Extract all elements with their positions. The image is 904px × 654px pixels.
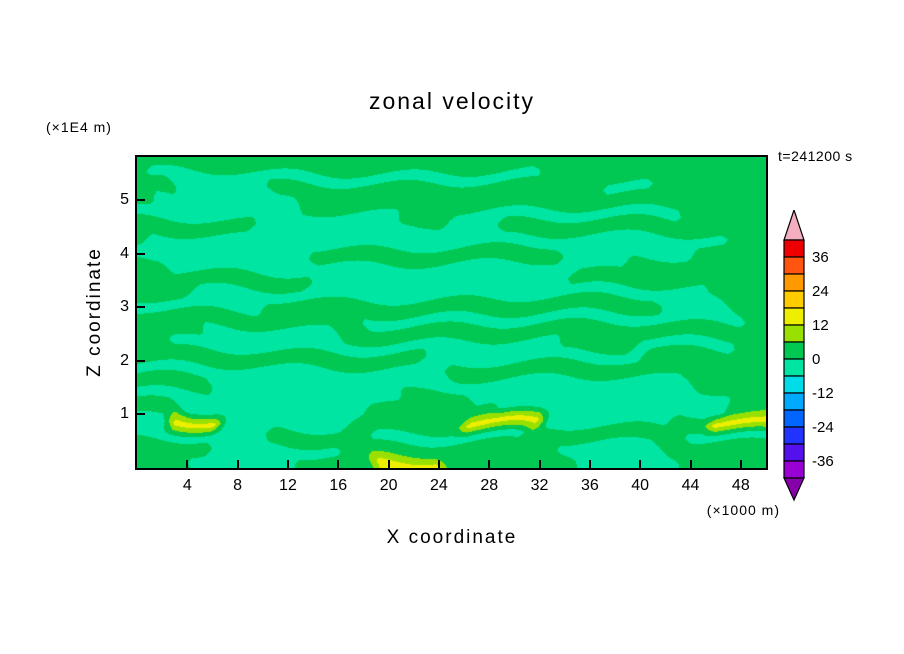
x-axis-unit-label: (×1000 m): [706, 502, 780, 518]
x-axis-tick-label: 32: [530, 477, 549, 494]
x-axis-tick: [588, 460, 591, 468]
x-axis-tick-label: 36: [580, 477, 599, 494]
x-axis-tick-label: 8: [233, 477, 243, 494]
colorbar-tick-label: 12: [812, 317, 829, 334]
z-axis-tick: [137, 306, 145, 309]
chart-title: zonal velocity: [368, 88, 536, 114]
colorbar-box: [783, 239, 805, 258]
x-axis-tick: [739, 460, 742, 468]
colorbar-box: [783, 443, 805, 462]
z-axis-tick-label: 3: [120, 298, 129, 316]
x-axis-tick-label: 40: [631, 477, 650, 494]
x-axis-tick-label: 48: [731, 477, 750, 494]
z-axis-tick-label: 4: [120, 244, 129, 262]
z-axis-tick: [137, 252, 145, 255]
colorbar-tick-label: 24: [812, 283, 829, 300]
x-axis-tick: [538, 460, 541, 468]
colorbar-tick-label: -24: [812, 419, 834, 436]
colorbar-box: [783, 375, 805, 394]
x-axis-title: X coordinate: [386, 527, 518, 548]
x-axis-tick-label: 44: [681, 477, 700, 494]
x-axis-tick: [488, 460, 491, 468]
x-axis-tick-label: 16: [329, 477, 348, 494]
colorbar-box: [783, 426, 805, 445]
colorbar: 36 24 12 0 -12 -24 -36: [783, 210, 834, 502]
x-axis-tick: [186, 460, 189, 468]
x-axis-tick: [689, 460, 692, 468]
colorbar-tick-label: 0: [812, 351, 820, 368]
z-axis-tick-label: 5: [120, 190, 129, 208]
x-axis-tick: [236, 460, 239, 468]
colorbar-box: [783, 324, 805, 343]
time-label: t=241200 s: [778, 148, 853, 164]
colorbar-box: [783, 307, 805, 326]
colorbar-top-arrow: [783, 210, 805, 241]
colorbar-box: [783, 273, 805, 292]
z-axis-tick: [137, 359, 145, 362]
colorbar-box: [783, 341, 805, 360]
colorbar-tick-label: -12: [812, 385, 834, 402]
x-axis-tick-label: 24: [430, 477, 448, 494]
colorbar-tick-label: -36: [812, 453, 834, 470]
x-axis-tick: [437, 460, 440, 468]
x-axis-tick-label: 20: [379, 477, 398, 494]
x-axis-tick-label: 28: [480, 477, 499, 494]
z-axis-tick-label: 2: [120, 351, 129, 369]
x-axis-tick: [387, 460, 390, 468]
colorbar-box: [783, 392, 805, 411]
colorbar-tick-label: 36: [812, 249, 829, 266]
x-axis-tick-label: 12: [279, 477, 297, 494]
x-axis-tick: [286, 460, 289, 468]
colorbar-bottom-arrow: [783, 477, 805, 502]
plot-area: [135, 155, 768, 470]
x-axis-tick: [337, 460, 340, 468]
colorbar-box: [783, 409, 805, 428]
colorbar-box: [783, 460, 805, 479]
colorbar-box: [783, 290, 805, 309]
z-axis-tick-label: 1: [120, 405, 129, 423]
contour-field: [137, 157, 766, 468]
colorbar-box: [783, 256, 805, 275]
colorbar-box: [783, 358, 805, 377]
z-axis-tick: [137, 413, 145, 416]
x-axis-tick-label: 4: [182, 477, 192, 494]
z-axis-tick: [137, 198, 145, 201]
y-axis-unit-label: (×1E4 m): [46, 119, 112, 135]
x-axis-tick: [639, 460, 642, 468]
